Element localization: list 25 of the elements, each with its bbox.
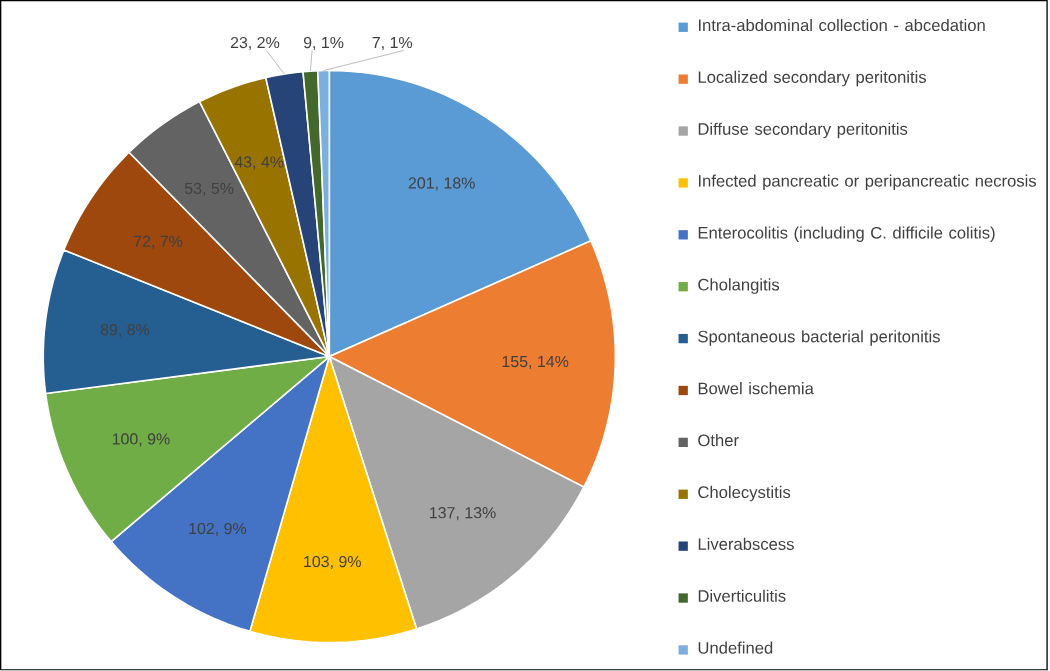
data-label: 100, 9% (112, 433, 170, 447)
data-label: 103, 9% (304, 556, 361, 570)
legend-label: Cholangitis (698, 278, 780, 295)
legend-label: Infected pancreatic or peripancreatic necrosis (698, 174, 1037, 191)
data-label: 155, 14% (502, 356, 569, 370)
legend-label: Other (698, 434, 739, 447)
legend-label: Enterocolitis (including C. difficile colitis) (698, 226, 995, 243)
legend-label: Intra-abdominal collection - abcedation (698, 19, 985, 32)
legend-label: Liverabscess (698, 537, 794, 551)
data-label: 9, 1% (303, 37, 344, 51)
legend-label: Diffuse secondary peritonitis (698, 122, 908, 139)
legend-label: Spontaneous bacterial peritonitis (698, 330, 940, 346)
legend-label: Cholecystitis (698, 486, 791, 502)
data-label: 23, 2% (230, 37, 280, 51)
legend-label: Undefined (698, 641, 773, 654)
data-label: 7, 1% (372, 37, 413, 51)
legend-label: Diverticulitis (698, 589, 786, 603)
data-label: 137, 13% (430, 507, 496, 521)
data-label: 89, 8% (100, 324, 150, 338)
data-label: 43, 4% (234, 156, 284, 170)
data-label: 201, 18% (408, 177, 475, 191)
data-label: 102, 9% (189, 523, 247, 537)
legend-label: Bowel ischemia (698, 382, 814, 395)
legend-label: Localized secondary peritonitis (698, 70, 927, 87)
data-label: 72, 7% (133, 235, 183, 250)
